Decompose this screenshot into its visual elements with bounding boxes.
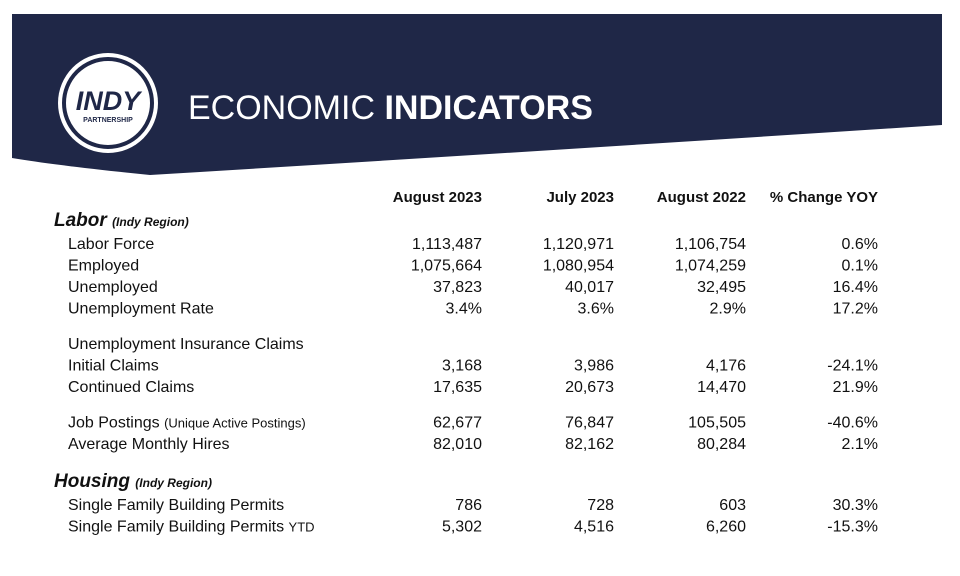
cell-value: 3.6% <box>578 301 614 318</box>
page-title: ECONOMIC INDICATORS <box>188 89 593 127</box>
row-label: Job Postings (Unique Active Postings) <box>68 415 306 432</box>
column-header: August 2023 <box>393 189 482 206</box>
row-note: YTD <box>289 520 315 535</box>
section-name: Housing <box>54 471 130 492</box>
section-title: Labor (Indy Region) <box>54 210 189 231</box>
row-label: Unemployed <box>68 279 158 296</box>
cell-value: 1,106,754 <box>675 236 746 253</box>
section-name: Labor <box>54 210 108 231</box>
cell-value: 82,162 <box>565 436 614 453</box>
logo-ring <box>62 57 154 149</box>
row-label: Unemployment Rate <box>68 301 214 318</box>
cell-value: 17,635 <box>433 379 482 396</box>
cell-value: 786 <box>455 497 482 514</box>
cell-value: 0.1% <box>842 258 878 275</box>
row-label: Employed <box>68 258 139 275</box>
cell-value: 14,470 <box>697 379 746 396</box>
column-header: August 2022 <box>657 189 746 206</box>
cell-value: 40,017 <box>565 279 614 296</box>
title-light: ECONOMIC <box>188 89 375 127</box>
cell-value: 16.4% <box>833 279 878 296</box>
cell-value: 37,823 <box>433 279 482 296</box>
row-name: Unemployment Rate <box>68 301 214 318</box>
row-note: (Unique Active Postings) <box>164 416 306 431</box>
cell-value: 3,168 <box>442 358 482 375</box>
cell-value: 1,120,971 <box>543 236 614 253</box>
cell-value: -40.6% <box>827 415 878 432</box>
logo-name: INDY <box>76 86 143 116</box>
column-header: % Change YOY <box>770 189 878 206</box>
row-label: Single Family Building Permits <box>68 497 284 514</box>
cell-value: 4,516 <box>574 519 614 536</box>
row-name: Average Monthly Hires <box>68 436 230 453</box>
cell-value: 1,080,954 <box>543 258 614 275</box>
cell-value: 728 <box>587 497 614 514</box>
row-name: Unemployment Insurance Claims <box>68 336 304 353</box>
cell-value: -24.1% <box>827 358 878 375</box>
cell-value: 2.9% <box>710 301 746 318</box>
row-name: Initial Claims <box>68 358 159 375</box>
row-name: Single Family Building Permits <box>68 519 284 536</box>
cell-value: 62,677 <box>433 415 482 432</box>
cell-value: 105,505 <box>688 415 746 432</box>
row-name: Continued Claims <box>68 379 194 396</box>
cell-value: 1,075,664 <box>411 258 482 275</box>
cell-value: -15.3% <box>827 519 878 536</box>
row-name: Labor Force <box>68 236 154 253</box>
cell-value: 603 <box>719 497 746 514</box>
cell-value: 17.2% <box>833 301 878 318</box>
cell-value: 3,986 <box>574 358 614 375</box>
cell-value: 2.1% <box>842 436 878 453</box>
row-label: Single Family Building Permits YTD <box>68 519 315 536</box>
row-label: Average Monthly Hires <box>68 436 230 453</box>
cell-value: 4,176 <box>706 358 746 375</box>
row-name: Employed <box>68 258 139 275</box>
section-note: (Indy Region) <box>112 215 189 229</box>
cell-value: 20,673 <box>565 379 614 396</box>
row-name: Single Family Building Permits <box>68 497 284 514</box>
title-bold: INDICATORS <box>384 89 592 127</box>
row-name: Job Postings <box>68 415 160 432</box>
row-label: Labor Force <box>68 236 154 253</box>
cell-value: 76,847 <box>565 415 614 432</box>
column-header: July 2023 <box>546 189 614 206</box>
row-label: Initial Claims <box>68 358 159 375</box>
cell-value: 1,113,487 <box>412 236 482 253</box>
row-label: Continued Claims <box>68 379 194 396</box>
section-note: (Indy Region) <box>135 476 212 490</box>
cell-value: 32,495 <box>697 279 746 296</box>
section-title: Housing (Indy Region) <box>54 471 212 492</box>
cell-value: 80,284 <box>697 436 746 453</box>
header-banner <box>12 14 942 175</box>
cell-value: 1,074,259 <box>675 258 746 275</box>
cell-value: 82,010 <box>433 436 482 453</box>
cell-value: 21.9% <box>833 379 878 396</box>
cell-value: 3.4% <box>446 301 482 318</box>
cell-value: 5,302 <box>442 519 482 536</box>
cell-value: 30.3% <box>833 497 878 514</box>
row-name: Unemployed <box>68 279 158 296</box>
logo-sub: PARTNERSHIP <box>83 117 133 124</box>
cell-value: 0.6% <box>842 236 878 253</box>
cell-value: 6,260 <box>706 519 746 536</box>
row-label: Unemployment Insurance Claims <box>68 336 304 353</box>
